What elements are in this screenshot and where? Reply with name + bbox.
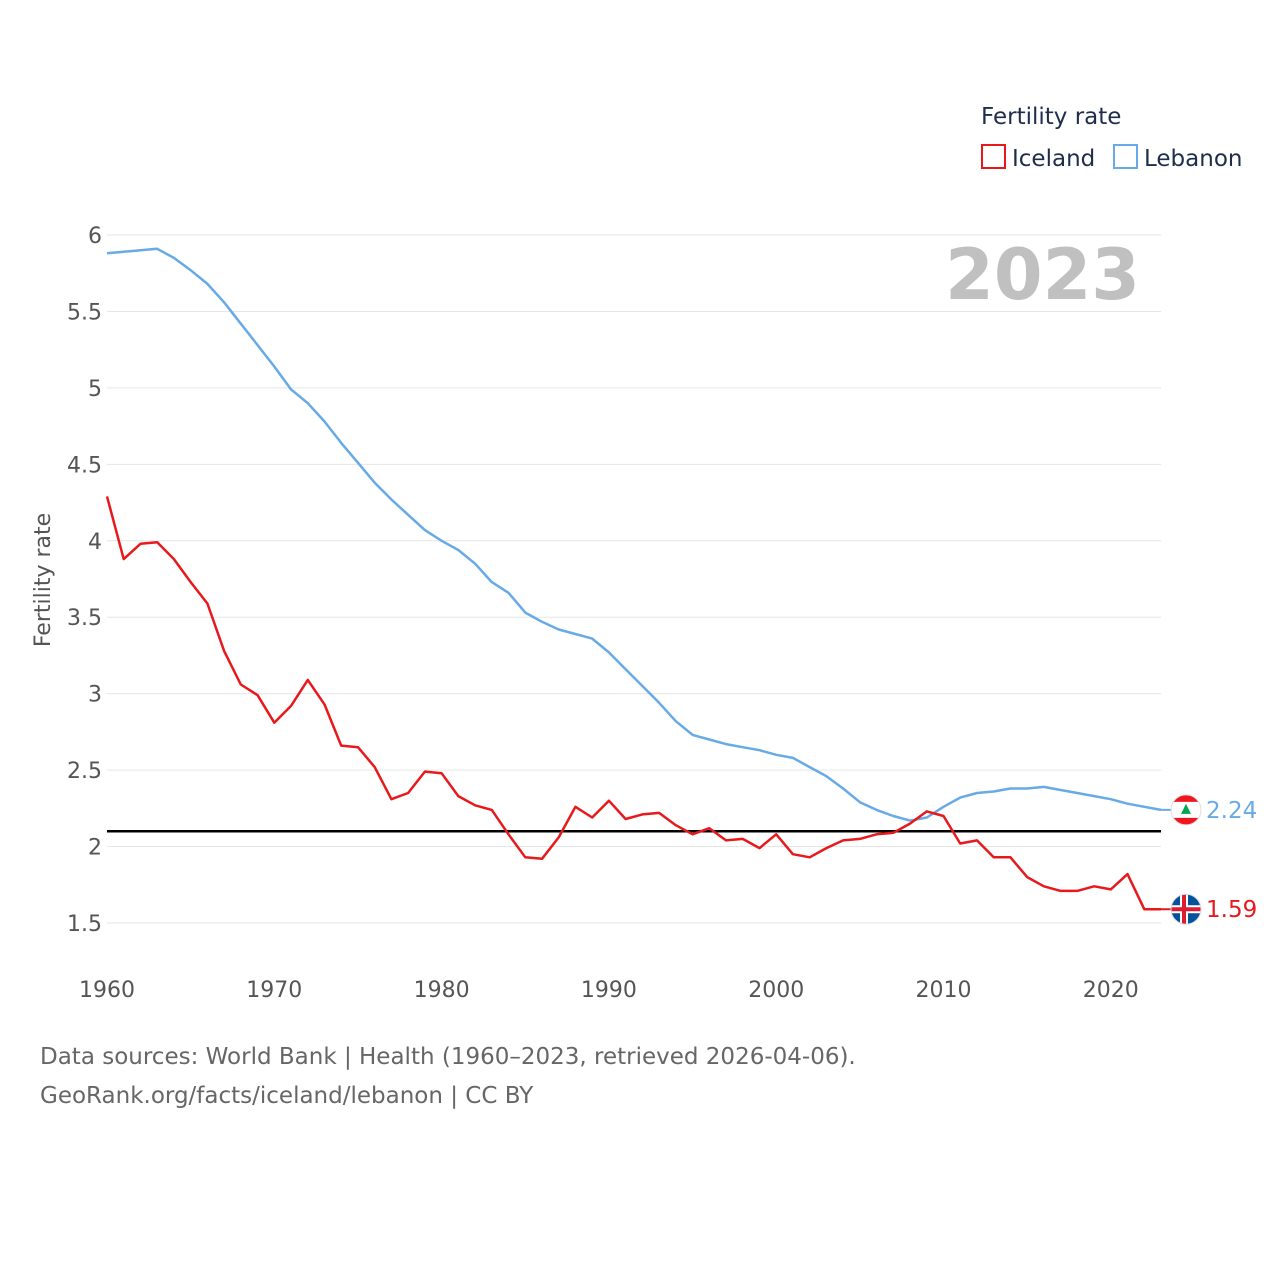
gridlines: [107, 234, 1161, 924]
lebanon-end-value: 2.24: [1206, 798, 1257, 824]
series-line-lebanon: [106, 247, 1162, 822]
legend-item-lebanon[interactable]: Lebanon: [1113, 144, 1242, 172]
legend-label-lebanon: Lebanon: [1144, 146, 1242, 172]
y-tick-label: 1.5: [67, 912, 102, 937]
iceland-end-marker: 1.59: [1161, 893, 1257, 925]
x-tick-label: 1990: [581, 978, 637, 1003]
y-tick-label: 4: [88, 530, 102, 555]
y-tick-label: 2.5: [67, 759, 102, 784]
y-tick-label: 5.5: [67, 300, 102, 325]
legend-label-iceland: Iceland: [1012, 146, 1095, 172]
y-tick-label: 4.5: [67, 453, 102, 478]
iceland-end-value: 1.59: [1206, 897, 1257, 923]
site-credit: GeoRank.org/facts/iceland/lebanon | CC B…: [40, 1083, 534, 1109]
iceland-flag-icon: [1170, 893, 1202, 925]
year-label: 2023: [945, 234, 1140, 316]
legend-title: Fertility rate: [981, 104, 1121, 130]
y-axis-label: Fertility rate: [31, 513, 56, 647]
x-tick-label: 2020: [1083, 978, 1139, 1003]
x-tick-label: 1960: [79, 978, 135, 1003]
y-tick-label: 2: [88, 836, 102, 861]
legend-swatch-lebanon: [1113, 144, 1138, 169]
lebanon-end-marker: 2.24: [1161, 794, 1257, 826]
end-markers: 1.59 2.24: [1161, 794, 1257, 925]
legend: Fertility rate Iceland Lebanon: [981, 104, 1242, 172]
x-tick-label: 1970: [246, 978, 302, 1003]
y-axis-ticks: 1.5 2 2.5 3 3.5 4 4.5 5 5.5 6: [67, 224, 102, 937]
x-axis-ticks: 1960 1970 1980 1990 2000 2010 2020: [79, 978, 1139, 1003]
x-tick-label: 1980: [414, 978, 470, 1003]
series-line-iceland: [105, 496, 1161, 911]
x-tick-label: 2010: [916, 978, 972, 1003]
series-lines: [105, 247, 1162, 911]
legend-swatch-iceland: [981, 144, 1006, 169]
legend-item-iceland[interactable]: Iceland: [981, 144, 1095, 172]
lebanon-flag-icon: [1170, 794, 1202, 826]
y-tick-label: 3: [88, 683, 102, 708]
y-tick-label: 6: [88, 224, 102, 249]
y-tick-label: 3.5: [67, 606, 102, 631]
y-tick-label: 5: [88, 377, 102, 402]
data-source-note: Data sources: World Bank | Health (1960–…: [40, 1044, 856, 1070]
x-tick-label: 2000: [748, 978, 804, 1003]
